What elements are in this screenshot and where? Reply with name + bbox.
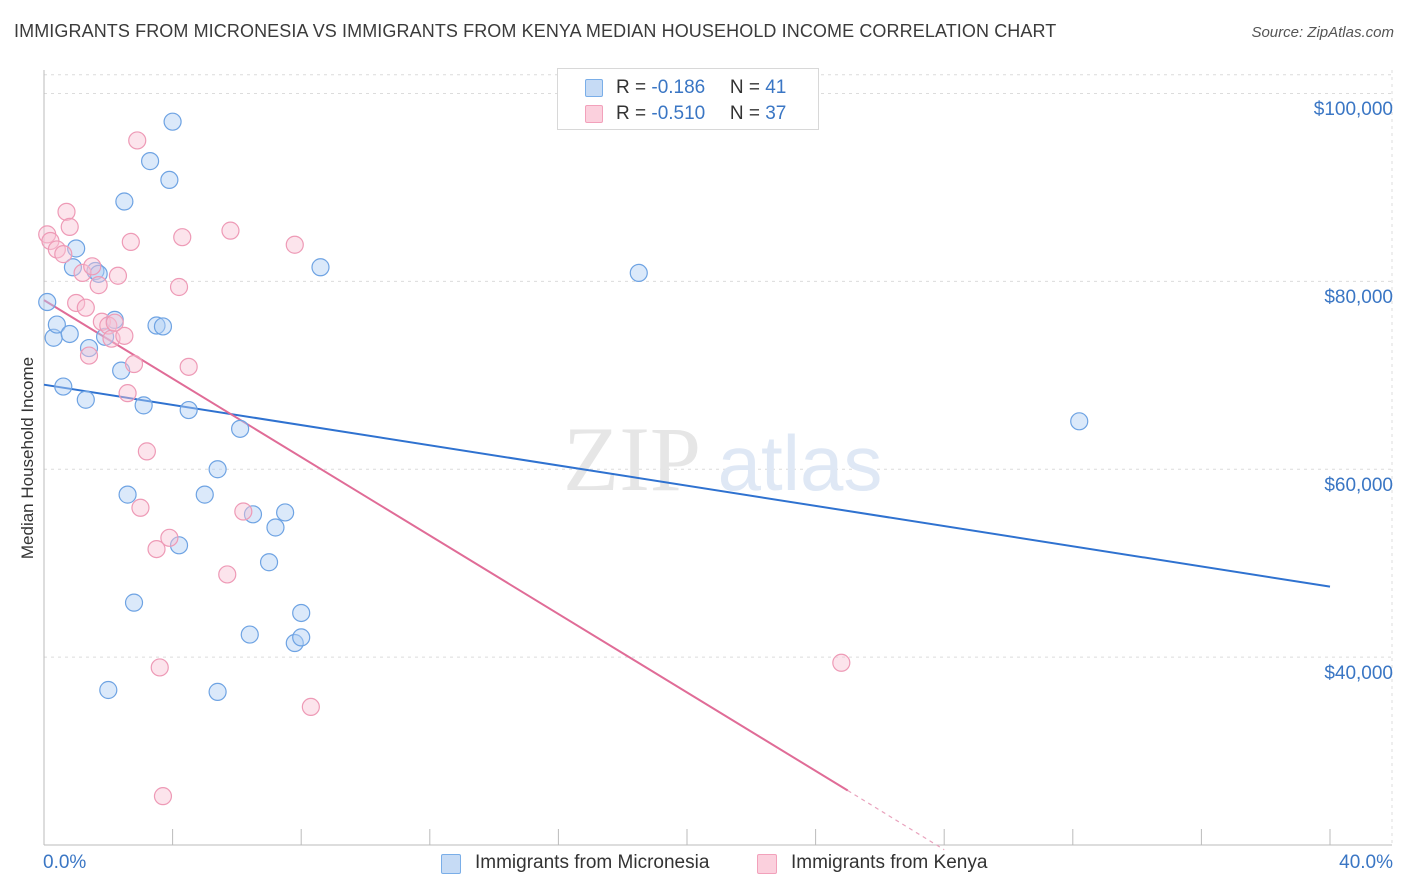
point-micronesia — [153, 317, 173, 336]
point-micronesia — [140, 152, 160, 171]
point-kenya — [301, 697, 320, 717]
point-micronesia — [195, 485, 214, 504]
point-micronesia — [76, 390, 95, 409]
point-micronesia — [1070, 412, 1089, 431]
stats-n-label: N = — [729, 77, 766, 98]
point-kenya — [832, 653, 851, 672]
point-kenya — [153, 787, 173, 806]
data-points — [38, 112, 1089, 806]
point-kenya — [118, 384, 137, 403]
stats-r-label: R = — [616, 77, 652, 98]
stats-swatch-kenya — [585, 105, 603, 123]
legend-swatch-kenya — [757, 854, 777, 874]
point-kenya — [147, 539, 166, 559]
chart-title: IMMIGRANTS FROM MICRONESIA VS IMMIGRANTS… — [14, 21, 1057, 41]
point-kenya — [121, 232, 140, 252]
stats-r-value: -0.186 — [651, 77, 706, 98]
point-micronesia — [208, 460, 227, 479]
point-micronesia — [169, 536, 189, 555]
point-micronesia — [118, 485, 137, 504]
point-kenya — [115, 326, 134, 345]
point-kenya — [137, 442, 156, 461]
point-kenya — [218, 565, 237, 584]
stats-r-label: R = — [616, 103, 652, 124]
y-axis-label: Median Household Income — [18, 356, 37, 560]
point-kenya — [60, 217, 79, 236]
point-kenya — [150, 658, 169, 677]
stats-n-value: 41 — [765, 77, 787, 98]
point-kenya — [221, 221, 240, 240]
point-micronesia — [54, 377, 73, 396]
trend-line-kenya-extension — [847, 790, 945, 851]
point-kenya — [124, 354, 144, 374]
point-micronesia — [240, 625, 259, 644]
point-kenya — [76, 298, 95, 317]
point-micronesia — [179, 400, 198, 420]
watermark-atlas: atlas — [718, 419, 883, 507]
watermark-zip: ZIP — [563, 408, 701, 510]
point-micronesia — [147, 316, 166, 335]
trend-line-micronesia — [43, 383, 1331, 588]
stats-r-value: -0.510 — [651, 103, 706, 124]
source-label: Source: ZipAtlas.com — [1251, 24, 1394, 41]
correlation-stats-box: R = -0.186 N = 41 R = -0.510 N = 37 — [557, 68, 819, 130]
stats-n-label: N = — [729, 103, 766, 124]
trend-line-kenya — [43, 299, 849, 792]
legend-label-micronesia: Immigrants from Micronesia — [475, 852, 710, 873]
point-micronesia — [259, 553, 279, 572]
point-micronesia — [134, 396, 153, 415]
point-kenya — [234, 502, 253, 521]
point-micronesia — [47, 315, 66, 334]
point-kenya — [67, 293, 86, 313]
trend-lines — [43, 299, 1331, 851]
y-tick-label: $40,000 — [1324, 663, 1393, 685]
point-micronesia — [115, 192, 134, 211]
point-micronesia — [79, 338, 99, 358]
point-micronesia — [311, 258, 330, 277]
point-micronesia — [124, 593, 144, 612]
point-micronesia — [231, 419, 250, 438]
point-micronesia — [38, 292, 57, 312]
legend-swatch-micronesia — [441, 854, 461, 874]
y-tick-label: $100,000 — [1313, 99, 1393, 121]
point-kenya — [108, 266, 128, 285]
x-tick-label-min: 0.0% — [43, 852, 87, 873]
point-kenya — [57, 202, 76, 221]
point-micronesia — [160, 170, 179, 190]
legend: Immigrants from Micronesia Immigrants fr… — [0, 852, 1406, 878]
y-tick-label: $60,000 — [1324, 475, 1393, 497]
point-kenya — [83, 257, 102, 276]
stats-swatch-micronesia — [585, 79, 603, 97]
point-micronesia — [292, 603, 311, 623]
point-micronesia — [276, 503, 295, 522]
point-kenya — [89, 276, 108, 295]
axes — [43, 70, 1392, 846]
point-kenya — [79, 346, 99, 365]
point-kenya — [54, 245, 73, 264]
point-kenya — [73, 263, 92, 283]
point-micronesia — [629, 263, 648, 283]
x-tick-label-max: 40.0% — [1339, 852, 1393, 873]
point-kenya — [105, 313, 124, 332]
legend-label-kenya: Immigrants from Kenya — [791, 852, 988, 873]
point-micronesia — [208, 682, 227, 701]
stats-n-value: 37 — [765, 103, 787, 124]
point-micronesia — [63, 258, 83, 277]
point-micronesia — [99, 680, 118, 700]
point-kenya — [160, 528, 179, 547]
watermark: ZIP atlas — [563, 408, 882, 510]
point-kenya — [128, 131, 147, 150]
point-micronesia — [292, 628, 311, 647]
point-kenya — [131, 498, 150, 517]
point-kenya — [169, 277, 189, 297]
point-micronesia — [163, 112, 182, 131]
point-kenya — [179, 357, 198, 376]
y-tick-label: $80,000 — [1324, 287, 1393, 309]
point-micronesia — [60, 324, 79, 344]
point-kenya — [285, 235, 304, 254]
point-micronesia — [95, 327, 115, 346]
point-kenya — [173, 228, 192, 247]
point-micronesia — [266, 518, 285, 537]
